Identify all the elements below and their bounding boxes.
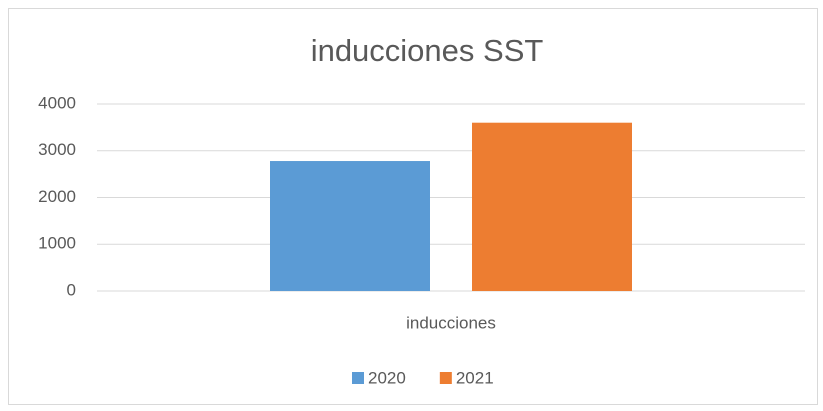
y-tick-label: 3000 (38, 140, 76, 159)
bar (472, 122, 632, 291)
y-tick-label: 2000 (38, 187, 76, 206)
legend-swatch (439, 372, 452, 384)
x-tick-label: inducciones (406, 313, 496, 332)
legend-swatch (352, 372, 364, 384)
y-tick-label: 4000 (38, 93, 76, 112)
bar (270, 161, 430, 291)
chart-title: inducciones SST (311, 33, 544, 68)
legend-label: 2020 (368, 368, 406, 387)
legend-label: 2021 (456, 368, 494, 387)
y-tick-label: 0 (67, 280, 76, 299)
y-tick-label: 1000 (38, 234, 76, 253)
